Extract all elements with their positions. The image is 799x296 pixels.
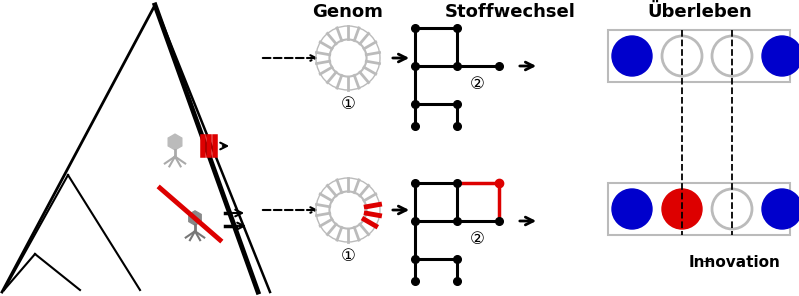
Text: Überleben: Überleben [648, 3, 753, 21]
Bar [608, 183, 790, 235]
Circle shape [662, 189, 702, 229]
Circle shape [762, 36, 799, 76]
Text: ②: ② [470, 75, 484, 93]
Circle shape [612, 189, 652, 229]
Bar [608, 30, 790, 82]
Text: ①: ① [340, 95, 356, 113]
Circle shape [762, 189, 799, 229]
Polygon shape [168, 134, 182, 150]
Polygon shape [189, 211, 201, 225]
Circle shape [612, 36, 652, 76]
Text: Stoffwechsel: Stoffwechsel [444, 3, 575, 21]
Text: Innovation: Innovation [689, 255, 781, 270]
Text: Genom: Genom [312, 3, 384, 21]
Text: ①: ① [340, 247, 356, 265]
Circle shape [329, 39, 367, 77]
Text: +: + [702, 255, 713, 268]
Text: ②: ② [470, 230, 484, 248]
Circle shape [329, 192, 367, 229]
